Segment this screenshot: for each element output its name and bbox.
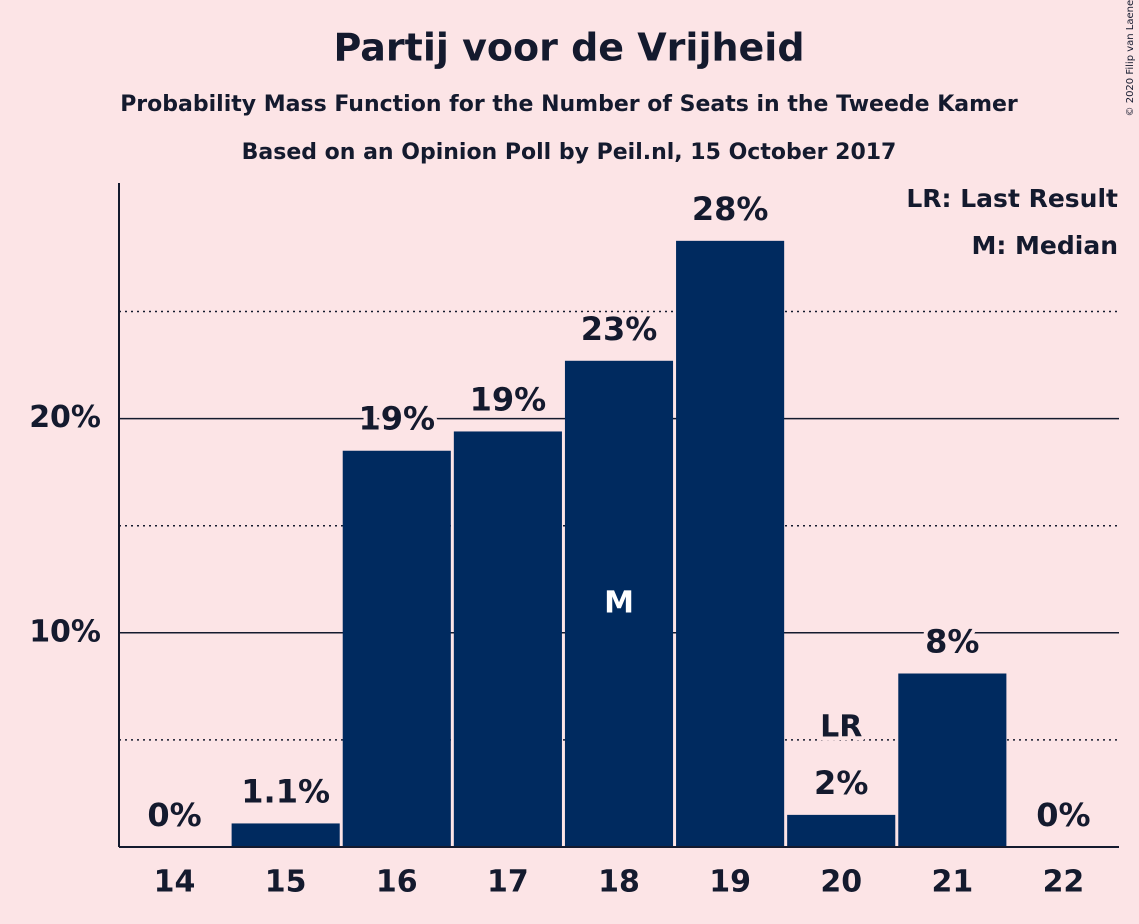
value-label: 8% xyxy=(925,623,979,661)
bar xyxy=(564,360,674,847)
x-tick-label: 22 xyxy=(1043,865,1085,900)
bar xyxy=(898,673,1007,847)
y-tick-label: 20% xyxy=(29,400,101,435)
annotation: M xyxy=(604,585,634,620)
x-tick-label: 18 xyxy=(598,865,640,900)
credit: © 2020 Filip van Laenen xyxy=(1125,0,1136,116)
value-label: 0% xyxy=(147,796,201,834)
value-label: 1.1% xyxy=(241,772,330,810)
bar xyxy=(342,450,451,847)
value-label: 23% xyxy=(581,310,658,348)
x-tick-label: 17 xyxy=(487,865,529,900)
x-tick-label: 19 xyxy=(709,865,751,900)
x-tick-label: 21 xyxy=(931,865,973,900)
bar xyxy=(787,814,896,847)
x-tick-label: 16 xyxy=(376,865,418,900)
bar xyxy=(453,431,562,847)
annotation: LR xyxy=(820,709,862,744)
legend-entry: LR: Last Result xyxy=(906,184,1118,213)
x-tick-label: 14 xyxy=(154,865,196,900)
y-tick-label: 10% xyxy=(29,614,101,649)
value-label: 28% xyxy=(692,190,769,228)
value-label: 2% xyxy=(814,764,868,802)
bar xyxy=(231,823,340,847)
legend-entry: M: Median xyxy=(971,231,1118,260)
x-tick-label: 15 xyxy=(265,865,307,900)
bar xyxy=(676,240,785,847)
chart-subtitle: Probability Mass Function for the Number… xyxy=(120,92,1018,117)
value-label: 19% xyxy=(358,400,435,438)
value-label: 19% xyxy=(470,380,547,418)
chart-subtitle: Based on an Opinion Poll by Peil.nl, 15 … xyxy=(242,140,897,165)
x-tick-label: 20 xyxy=(820,865,862,900)
chart-title: Partij voor de Vrijheid xyxy=(333,26,804,70)
value-label: 0% xyxy=(1036,796,1090,834)
